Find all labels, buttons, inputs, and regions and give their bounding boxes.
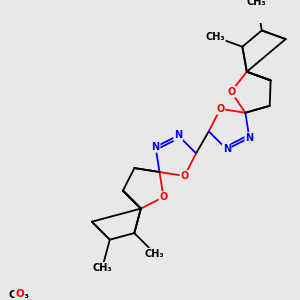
Text: N: N bbox=[152, 142, 160, 152]
Text: O: O bbox=[15, 289, 24, 299]
Text: CH₃: CH₃ bbox=[92, 263, 112, 273]
Text: O: O bbox=[159, 192, 168, 202]
Text: O: O bbox=[216, 104, 224, 114]
Text: N: N bbox=[245, 133, 253, 143]
Text: CH₃: CH₃ bbox=[145, 249, 165, 259]
Text: CH₃: CH₃ bbox=[247, 0, 267, 7]
Text: CH₃: CH₃ bbox=[8, 290, 29, 300]
Text: O: O bbox=[180, 171, 189, 181]
Text: N: N bbox=[174, 130, 182, 140]
Text: CH₃: CH₃ bbox=[205, 32, 225, 42]
Text: CH₃: CH₃ bbox=[9, 290, 30, 300]
Text: O: O bbox=[227, 87, 235, 97]
Text: N: N bbox=[223, 144, 231, 154]
